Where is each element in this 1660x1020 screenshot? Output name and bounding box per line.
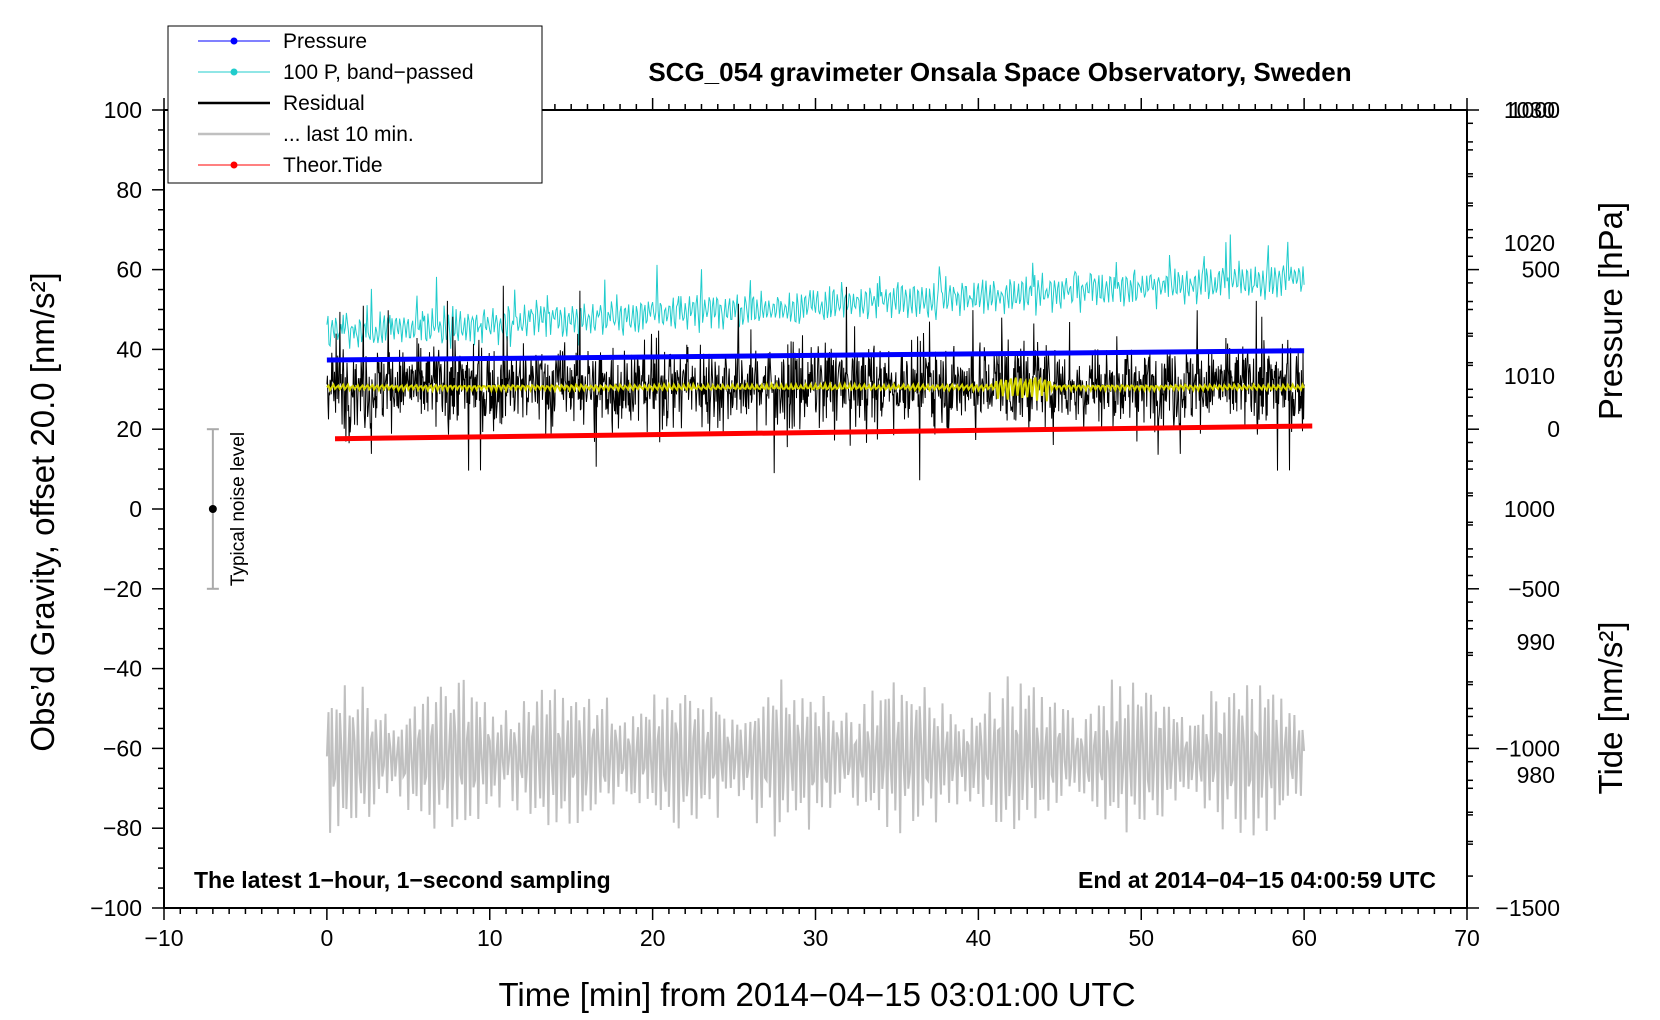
y-tick-label: −80 bbox=[103, 815, 142, 841]
noise-bar-label: Typical noise level bbox=[228, 432, 249, 586]
pressure-tick-label: 1020 bbox=[1504, 230, 1555, 256]
legend-label: ... last 10 min. bbox=[283, 123, 414, 146]
y-tick-label: 80 bbox=[116, 177, 142, 203]
tide-tick-label: 1000 bbox=[1509, 97, 1560, 123]
tide-axis-label: Tide [nm/s²] bbox=[1592, 622, 1629, 795]
legend-item: ... last 10 min. bbox=[198, 123, 414, 146]
legend-item: Residual bbox=[198, 92, 365, 115]
x-tick-label: 60 bbox=[1291, 925, 1317, 951]
pressure-tick-label: 1030 bbox=[1504, 97, 1555, 123]
y-tick-label: −100 bbox=[90, 895, 142, 921]
legend-label: Theor.Tide bbox=[283, 154, 383, 177]
y-tick-label: −20 bbox=[103, 576, 142, 602]
legend: Pressure 100 P, band−passed Residual ... la… bbox=[167, 25, 543, 184]
legend-items: Pressure 100 P, band−passed Residual ... la… bbox=[198, 30, 474, 177]
x-tick-label: 50 bbox=[1128, 925, 1154, 951]
y-tick-label: 100 bbox=[104, 97, 142, 123]
y-tick-label: 60 bbox=[116, 257, 142, 283]
noise-bar-dot bbox=[208, 505, 217, 513]
x-axis-label: Time [min] from 2014−04−15 03:01:00 UTC bbox=[498, 976, 1135, 1013]
tide-tick-label: 0 bbox=[1547, 416, 1560, 442]
chart-title: SCG_054 gravimeter Onsala Space Observat… bbox=[648, 57, 1351, 87]
sampling-note: The latest 1−hour, 1−second sampling bbox=[194, 867, 611, 893]
x-tick-label: −10 bbox=[144, 925, 183, 951]
x-tick-label: 40 bbox=[966, 925, 992, 951]
x-tick-label: 70 bbox=[1454, 925, 1480, 951]
y-axis-label: Obs’d Gravity, offset 20.0 [nm/s²] bbox=[24, 272, 61, 751]
data-layer bbox=[325, 234, 1313, 837]
legend-marker bbox=[230, 68, 238, 76]
tide-tick-label: 500 bbox=[1522, 257, 1560, 283]
x-tick-label: 30 bbox=[803, 925, 829, 951]
legend-item: Theor.Tide bbox=[198, 154, 383, 177]
plot-frame bbox=[163, 109, 1468, 909]
legend-marker bbox=[230, 161, 238, 169]
end-time-note: End at 2014−04−15 04:00:59 UTC bbox=[1078, 867, 1436, 893]
x-tick-label: 20 bbox=[640, 925, 666, 951]
series-pressure bbox=[326, 348, 1305, 363]
legend-label: 100 P, band−passed bbox=[283, 61, 474, 84]
tide-tick-label: −1000 bbox=[1495, 735, 1560, 761]
series-last-10-min bbox=[325, 676, 1306, 837]
series-band-passed bbox=[326, 234, 1305, 349]
series-residual-smoothed bbox=[326, 376, 1306, 402]
legend-marker bbox=[230, 37, 238, 45]
pressure-axis-label: Pressure [hPa] bbox=[1592, 202, 1629, 420]
tide-tick-label: −500 bbox=[1508, 576, 1560, 602]
y-tick-label: 40 bbox=[116, 336, 142, 362]
pressure-tick-label: 1010 bbox=[1504, 363, 1555, 389]
series-theor-tide bbox=[334, 423, 1313, 442]
axes-layer: −10 0 10 20 30 40 50 60 70−100−80−60−40−20020406… bbox=[90, 97, 1560, 951]
legend-label: Residual bbox=[283, 92, 365, 115]
legend-item: Pressure bbox=[198, 30, 367, 53]
x-tick-label: 0 bbox=[320, 925, 333, 951]
legend-label: Pressure bbox=[283, 30, 367, 53]
y-tick-label: −60 bbox=[103, 735, 142, 761]
x-tick-label: 10 bbox=[477, 925, 503, 951]
pressure-tick-label: 980 bbox=[1517, 762, 1555, 788]
legend-box bbox=[167, 25, 543, 184]
y-tick-label: 0 bbox=[129, 496, 142, 522]
tide-tick-label: −1500 bbox=[1495, 895, 1560, 921]
y-tick-label: −40 bbox=[103, 656, 142, 682]
pressure-tick-label: 1000 bbox=[1504, 496, 1555, 522]
series-residual bbox=[326, 285, 1305, 481]
legend-item: 100 P, band−passed bbox=[198, 61, 474, 84]
noise-bar-group: Typical noise level bbox=[206, 428, 249, 590]
pressure-tick-label: 990 bbox=[1517, 629, 1555, 655]
y-tick-label: 20 bbox=[116, 416, 142, 442]
